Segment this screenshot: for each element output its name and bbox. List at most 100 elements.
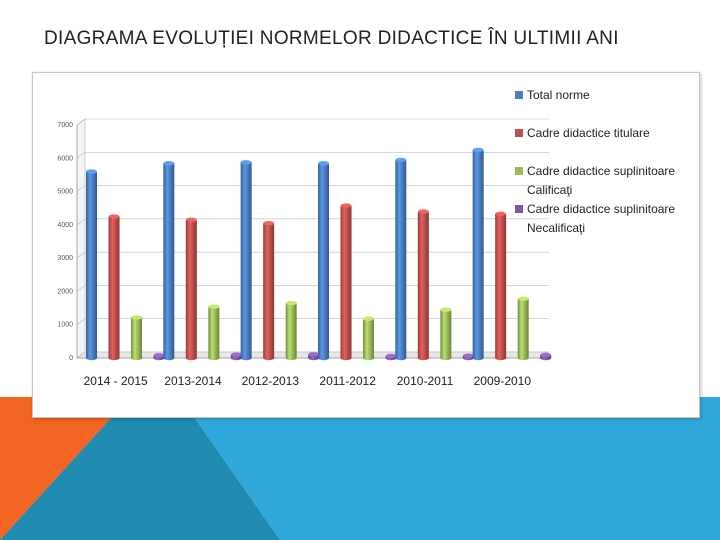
bar	[163, 161, 175, 361]
bar-body	[340, 205, 352, 361]
bar	[131, 315, 142, 361]
bar-body	[208, 306, 220, 361]
bar-cap	[108, 214, 120, 219]
bar	[86, 169, 97, 361]
bar	[263, 220, 275, 361]
bar-chart: 0 1000 2000 3000 4000 5000 6000 7000 2014 - 2015…	[57, 88, 675, 388]
legend-swatch	[515, 167, 523, 175]
gridline-depth	[76, 218, 86, 226]
y-tick-label: 7000	[57, 122, 73, 129]
legend-swatch	[515, 91, 523, 99]
bar-body	[285, 303, 297, 361]
x-category-label: 2009-2010	[474, 374, 532, 388]
bar	[540, 352, 552, 361]
x-category-label: 2014 - 2015	[84, 374, 148, 388]
bar-body	[495, 213, 507, 361]
legend-swatch	[515, 129, 523, 137]
bar	[385, 353, 397, 361]
bar-body	[363, 318, 374, 361]
bar	[318, 161, 329, 361]
bar	[208, 304, 220, 361]
y-tick-label: 3000	[57, 255, 73, 262]
bar	[108, 214, 120, 361]
y-tick-label: 1000	[57, 322, 73, 329]
bar-body	[163, 163, 175, 361]
bar-cap	[208, 304, 220, 309]
bar-cap	[308, 352, 320, 357]
gridline-depth	[76, 118, 86, 126]
bar-cap	[285, 300, 297, 306]
bar-cap	[395, 157, 407, 163]
y-tick-label: 4000	[57, 222, 73, 229]
teal-triangle	[0, 397, 280, 540]
bar-cap	[385, 353, 397, 359]
blue-band	[180, 397, 720, 540]
bar-body	[472, 149, 484, 361]
bar-body	[185, 219, 197, 361]
bar-cap	[185, 217, 197, 223]
legend-label: Total norme	[527, 88, 590, 102]
x-category-label: 2012-2013	[242, 374, 300, 388]
gridline-depth	[76, 152, 86, 159]
bar-cap	[540, 352, 552, 358]
y-tick-label: 2000	[57, 288, 73, 295]
y-tick-label: 5000	[57, 189, 73, 196]
bar	[185, 217, 197, 361]
bar-cap	[462, 353, 474, 358]
bar-cap	[340, 203, 352, 208]
x-category-label: 2010-2011	[397, 374, 454, 388]
bar-cap	[131, 315, 142, 320]
legend-label: Cadre didactice suplinitoare	[527, 164, 675, 178]
legend-label: Calificaţi	[527, 183, 572, 197]
bar	[440, 307, 452, 361]
bar	[363, 316, 374, 361]
bar-cap	[472, 147, 484, 153]
bar-body	[108, 216, 120, 361]
gridline-depth	[76, 285, 86, 292]
bar-body	[86, 171, 97, 361]
gridline-depth	[76, 251, 86, 259]
bar	[285, 300, 297, 361]
gridline-depth	[76, 351, 86, 359]
bar-body	[131, 317, 142, 361]
legend-label: Cadre didactice suplinitoare	[527, 202, 675, 216]
bar-body	[318, 163, 329, 361]
bar-cap	[417, 209, 429, 214]
bar	[240, 160, 252, 361]
bar	[230, 352, 242, 361]
legend-label: Necalificaţi	[527, 221, 585, 235]
bar-cap	[440, 307, 452, 312]
bar-cap	[318, 161, 329, 166]
bar-body	[440, 309, 452, 361]
bar-cap	[230, 352, 242, 357]
legend-swatch	[515, 205, 523, 213]
bar-body	[517, 298, 529, 361]
bar-cap	[153, 353, 165, 358]
y-tick-label: 6000	[57, 155, 73, 162]
bar-cap	[363, 316, 374, 321]
y-tick-label: 0	[69, 355, 73, 362]
bar-cap	[86, 169, 97, 174]
bar	[395, 157, 407, 361]
bar-cap	[163, 161, 175, 166]
gridline-depth	[76, 185, 86, 192]
bar-body	[417, 211, 429, 361]
bar-cap	[240, 160, 252, 165]
bar	[472, 147, 484, 361]
x-category-label: 2013-2014	[164, 374, 222, 388]
side-wall	[76, 118, 86, 359]
bar-body	[395, 159, 407, 361]
bar	[417, 209, 429, 361]
bar	[153, 353, 165, 361]
bar-cap	[495, 211, 507, 217]
slide-title: DIAGRAMA EVOLUȚIEI NORMELOR DIDACTICE ÎN…	[44, 28, 619, 49]
bar	[495, 211, 507, 361]
bar	[462, 353, 474, 361]
bar-body	[263, 223, 275, 361]
bar	[308, 352, 320, 361]
bar	[517, 296, 529, 361]
chart-frame: 0 1000 2000 3000 4000 5000 6000 7000 2014 - 2015…	[32, 72, 700, 418]
bar	[340, 203, 352, 361]
bar-cap	[263, 220, 275, 226]
